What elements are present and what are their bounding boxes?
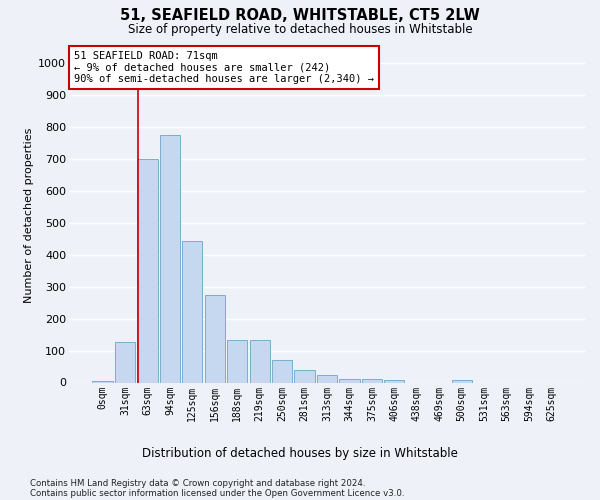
Bar <box>205 295 225 382</box>
Bar <box>272 360 292 382</box>
Bar <box>384 380 404 382</box>
Bar <box>227 340 247 382</box>
Bar <box>317 376 337 382</box>
Y-axis label: Number of detached properties: Number of detached properties <box>24 128 34 302</box>
Bar <box>452 380 472 382</box>
Bar <box>137 159 158 382</box>
Text: Contains public sector information licensed under the Open Government Licence v3: Contains public sector information licen… <box>30 489 404 498</box>
Bar <box>160 135 180 382</box>
Text: 51 SEAFIELD ROAD: 71sqm
← 9% of detached houses are smaller (242)
90% of semi-de: 51 SEAFIELD ROAD: 71sqm ← 9% of detached… <box>74 51 374 84</box>
Text: Contains HM Land Registry data © Crown copyright and database right 2024.: Contains HM Land Registry data © Crown c… <box>30 479 365 488</box>
Text: Distribution of detached houses by size in Whitstable: Distribution of detached houses by size … <box>142 448 458 460</box>
Bar <box>250 340 270 382</box>
Bar <box>92 381 113 382</box>
Bar <box>340 378 359 382</box>
Text: Size of property relative to detached houses in Whitstable: Size of property relative to detached ho… <box>128 22 472 36</box>
Bar <box>182 241 202 382</box>
Bar <box>362 378 382 382</box>
Text: 51, SEAFIELD ROAD, WHITSTABLE, CT5 2LW: 51, SEAFIELD ROAD, WHITSTABLE, CT5 2LW <box>120 8 480 22</box>
Bar <box>295 370 314 382</box>
Bar <box>115 342 135 382</box>
